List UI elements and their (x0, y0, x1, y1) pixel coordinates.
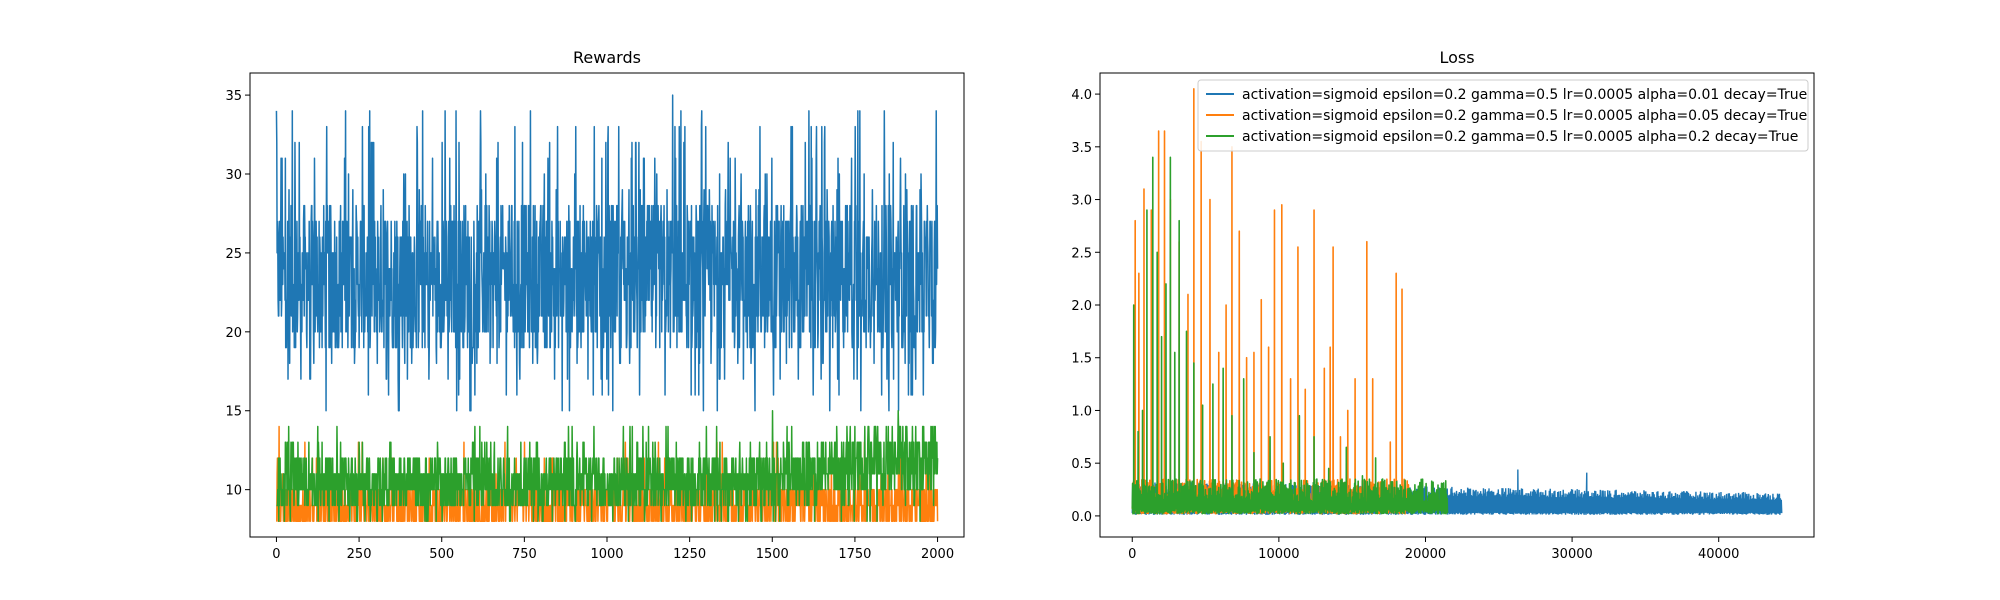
rewards-x-tick-label: 0 (272, 547, 280, 562)
rewards-x-tick-label: 1500 (756, 547, 789, 562)
loss-y-tick-label: 1.0 (1071, 404, 1092, 419)
rewards-plot-area (275, 94, 939, 522)
rewards-series-2-line (276, 409, 939, 522)
loss-y-tick-label: 0.0 (1071, 510, 1092, 525)
loss-y-tick-label: 3.5 (1071, 141, 1092, 156)
rewards-y-tick-label: 30 (225, 168, 242, 183)
rewards-x-tick-label: 1000 (590, 547, 623, 562)
rewards-axes: 0 250 500 750 1000 1250 1500 1750 2000 10 15 20 25 30… (225, 72, 965, 562)
loss-chart: Loss 0 10000 20000 30000 40000 0.0 0.5 1.0 1.5 2.… (1071, 48, 1815, 562)
loss-y-tick-label: 4.0 (1071, 88, 1092, 103)
rewards-series-0-line (275, 94, 939, 412)
rewards-x-tick-label: 750 (512, 547, 537, 562)
rewards-y-tick-label: 35 (225, 89, 242, 104)
loss-y-tick-label: 1.5 (1071, 352, 1092, 367)
rewards-x-tick-label: 250 (347, 547, 372, 562)
rewards-chart-title: Rewards (573, 48, 641, 67)
rewards-x-tick-label: 1750 (838, 547, 871, 562)
rewards-x-tick-label: 2000 (921, 547, 954, 562)
rewards-y-tick-label: 15 (225, 405, 242, 420)
rewards-y-tick-label: 20 (225, 326, 242, 341)
loss-y-tick-label: 3.0 (1071, 194, 1092, 209)
loss-y-tick-label: 2.5 (1071, 246, 1092, 261)
legend-box (1197, 79, 1809, 152)
rewards-y-tick-label: 10 (225, 484, 242, 499)
rewards-x-tick-label: 1250 (673, 547, 706, 562)
rewards-x-tick-label: 500 (429, 547, 454, 562)
loss-y-tick-label: 0.5 (1071, 457, 1092, 472)
loss-x-tick-label: 40000 (1698, 547, 1739, 562)
rewards-series-1-line (276, 425, 939, 522)
loss-legend: activation=sigmoid epsilon=0.2 gamma=0.5… (1197, 79, 1809, 152)
loss-x-tick-label: 0 (1128, 547, 1136, 562)
legend-entry-label: activation=sigmoid epsilon=0.2 gamma=0.5… (1242, 87, 1807, 103)
legend-entry-label: activation=sigmoid epsilon=0.2 gamma=0.5… (1242, 108, 1807, 124)
loss-x-tick-label: 30000 (1551, 547, 1592, 562)
loss-x-tick-label: 10000 (1258, 547, 1299, 562)
loss-axes: 0 10000 20000 30000 40000 0.0 0.5 1.0 1.5 2.0 2.5 3… (1071, 72, 1815, 562)
loss-y-tick-label: 2.0 (1071, 299, 1092, 314)
loss-x-tick-label: 20000 (1405, 547, 1446, 562)
loss-series-2-line (1131, 156, 1449, 515)
rewards-y-tick-label: 25 (225, 247, 242, 262)
loss-plot-area (1131, 88, 1783, 515)
rewards-chart: Rewards 0 250 500 750 1000 1250 1500 1750 2000 10… (225, 48, 965, 562)
legend-entry-label: activation=sigmoid epsilon=0.2 gamma=0.5… (1242, 129, 1798, 145)
loss-chart-title: Loss (1439, 48, 1474, 67)
